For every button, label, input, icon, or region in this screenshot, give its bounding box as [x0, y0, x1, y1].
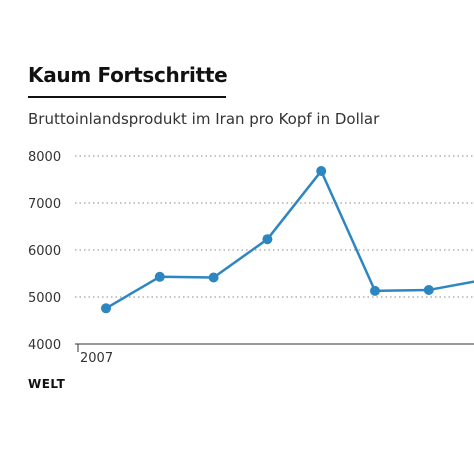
- y-tick-label: 5000: [28, 291, 61, 306]
- chart-subtitle: Bruttoinlandsprodukt im Iran pro Kopf in…: [28, 110, 380, 128]
- chart-title: Kaum Fortschritte: [28, 63, 228, 87]
- data-point: [208, 272, 219, 283]
- data-point: [101, 303, 111, 314]
- title-underline: [28, 96, 226, 98]
- data-point: [316, 166, 327, 177]
- welt-logo: WELT: [28, 377, 66, 391]
- data-point: [154, 271, 165, 282]
- y-tick-label: 4000: [28, 338, 61, 353]
- y-tick-label: 6000: [28, 244, 61, 259]
- series-line: [105, 169, 474, 310]
- data-point: [262, 234, 273, 245]
- y-tick-label: 8000: [28, 150, 61, 165]
- data-point: [370, 285, 380, 296]
- x-tick-label: 2007: [80, 351, 113, 366]
- y-tick-label: 7000: [28, 197, 61, 212]
- data-point: [423, 284, 434, 295]
